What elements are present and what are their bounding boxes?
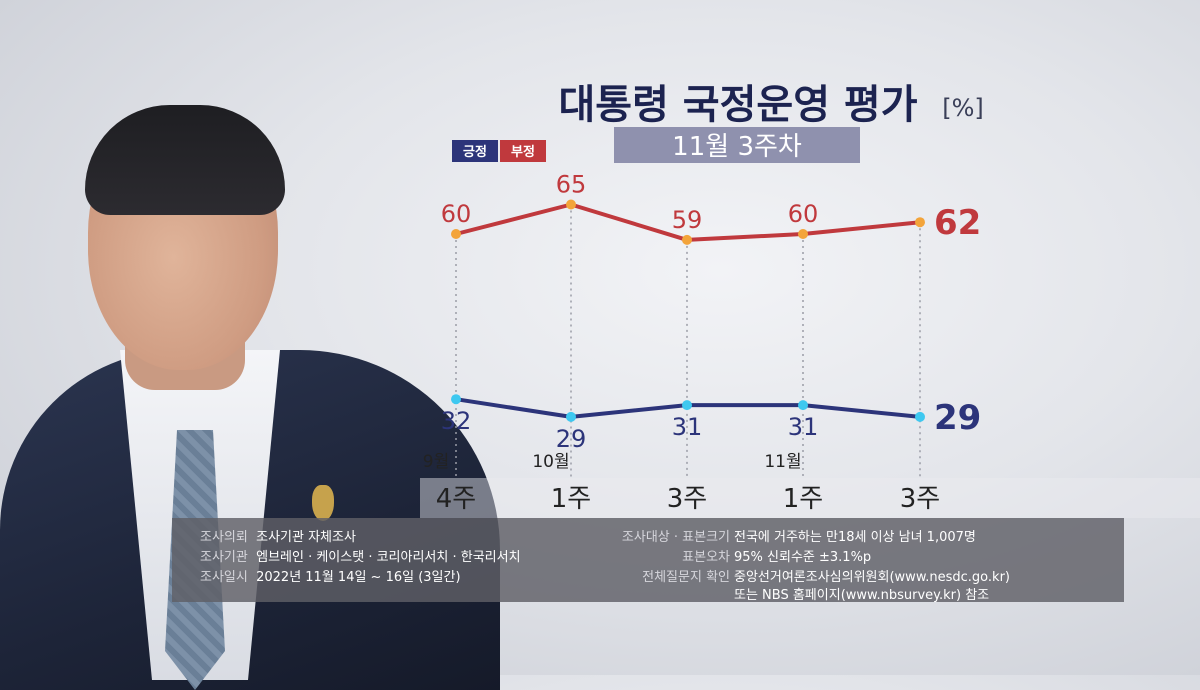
lapel-pin-icon: [312, 485, 334, 521]
data-point: [798, 229, 808, 239]
vertical-guides: [455, 204, 921, 478]
info-label: 조사대상 · 표본크기: [621, 530, 730, 545]
person-photo: [0, 100, 520, 690]
chart-title-unit: [%]: [942, 94, 984, 122]
legend-swatch-positive: [452, 140, 498, 162]
data-point: [798, 400, 808, 411]
data-label: 60: [441, 200, 472, 228]
info-value: 엠브레인 · 케이스탯 · 코리아리서치 · 한국리서치: [256, 550, 521, 565]
data-point: [451, 394, 461, 405]
data-label: 65: [556, 171, 587, 199]
data-label: 31: [788, 413, 819, 441]
week-label: 3주: [900, 484, 940, 514]
x-axis-labels: 9월 10월 11월 4주 1주 3주 1주 3주: [423, 452, 940, 514]
info-right-label-2: 표본오차: [600, 546, 730, 565]
legend-label-negative: 부정: [511, 144, 535, 160]
series-points: [451, 199, 925, 422]
month-label: 9월: [423, 452, 449, 472]
data-label: 59: [672, 206, 703, 234]
info-left-row-2: 조사기관 엠브레인 · 케이스탯 · 코리아리서치 · 한국리서치: [200, 546, 521, 565]
data-point: [451, 229, 461, 239]
info-value: 2022년 11월 14일 ~ 16일 (3일간): [256, 570, 461, 585]
info-label: 조사일시: [200, 570, 248, 585]
subtitle-box: [614, 127, 860, 163]
axis-band: [420, 478, 1200, 518]
hair-shape: [85, 105, 285, 215]
legend-swatch-negative: [500, 140, 546, 162]
info-right-value-2: 95% 신뢰수준 ±3.1%p: [734, 550, 872, 565]
info-right-value-3: 중앙선거여론조사심의위원회(www.nesdc.go.kr): [734, 570, 1010, 585]
info-label: 전체질문지 확인: [642, 570, 730, 585]
info-label: 표본오차: [682, 550, 730, 565]
info-value: 조사기관 자체조사: [256, 530, 356, 545]
info-label: 조사의뢰: [200, 530, 248, 545]
chart-subtitle: 11월 3주차: [672, 132, 802, 162]
info-left-row-3: 조사일시 2022년 11월 14일 ~ 16일 (3일간): [200, 566, 461, 585]
value-labels: 60 65 59 60 62 32 29 31 31 29: [441, 171, 982, 453]
data-label: 60: [788, 200, 819, 228]
month-label: 10월: [532, 452, 569, 472]
legend-label-positive: 긍정: [463, 144, 487, 160]
broadcast-graphic: 대통령 국정운영 평가 [%] 11월 3주차 긍정 부정 60 65 59 60 62…: [0, 82, 1200, 690]
info-right-label-1: 조사대상 · 표본크기: [600, 526, 730, 545]
data-label: 32: [441, 407, 472, 435]
week-label: 1주: [551, 484, 591, 514]
data-label: 31: [672, 413, 703, 441]
data-label: 62: [934, 203, 981, 243]
data-point: [566, 199, 576, 210]
info-label: 조사기관: [200, 550, 248, 565]
data-label: 29: [556, 425, 587, 453]
week-label: 4주: [436, 484, 476, 514]
data-point: [915, 411, 925, 422]
info-left-row-1: 조사의뢰 조사기관 자체조사: [200, 526, 356, 545]
data-point: [915, 217, 925, 228]
line-chart: 대통령 국정운영 평가 [%] 11월 3주차 긍정 부정 60 65 59 60 62…: [420, 82, 1200, 518]
info-right-label-3: 전체질문지 확인: [600, 566, 730, 585]
week-label: 3주: [667, 484, 707, 514]
data-point: [566, 411, 576, 422]
data-point: [682, 400, 692, 411]
week-label: 1주: [783, 484, 823, 514]
month-label: 11월: [764, 452, 801, 472]
chart-title: 대통령 국정운영 평가: [558, 82, 917, 128]
info-right-value-4: 또는 NBS 홈페이지(www.nbsurvey.kr) 참조: [734, 588, 990, 603]
survey-info-panel: 조사의뢰 조사기관 자체조사 조사기관 엠브레인 · 케이스탯 · 코리아리서치…: [172, 518, 1124, 603]
data-label: 29: [934, 398, 981, 438]
data-point: [682, 234, 692, 245]
info-right-value-1: 전국에 거주하는 만18세 이상 남녀 1,007명: [734, 530, 976, 545]
